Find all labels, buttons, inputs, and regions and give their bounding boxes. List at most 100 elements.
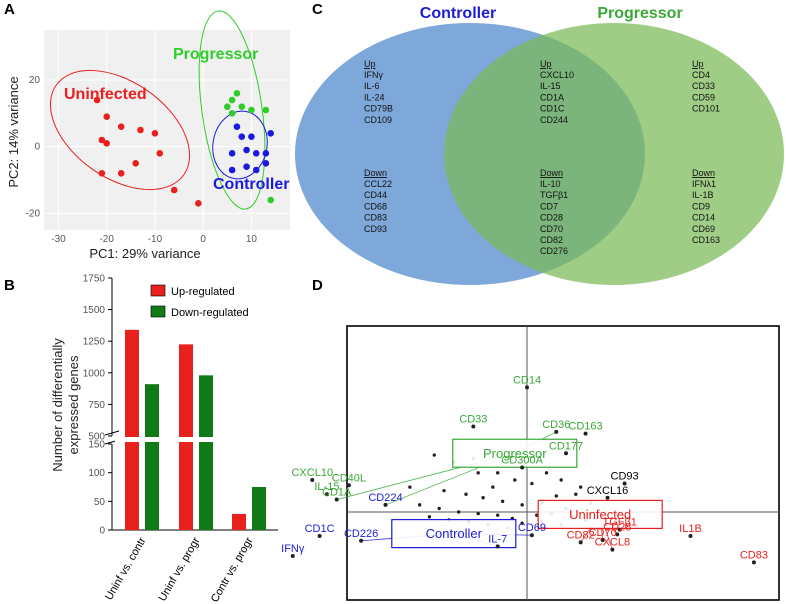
- bar-y-tick-label: 1000: [83, 368, 106, 379]
- bar-up-regulated: [232, 513, 246, 530]
- biplot: Progressor Uninfected Controller CD14 CD33 C…: [281, 325, 780, 601]
- biplot-gene-label: CXCL16: [587, 485, 629, 497]
- controller-group-label: Controller: [213, 176, 289, 193]
- biplot-gene-dot: [578, 540, 583, 545]
- uninfected-sample-point: [151, 130, 159, 137]
- biplot-gene-label: CD93: [611, 471, 639, 483]
- bar-down-regulated: [199, 375, 213, 530]
- bar-up-regulated: [125, 329, 139, 530]
- progressor-sample-point: [262, 106, 270, 114]
- biplot-gene-label: CD69: [518, 522, 546, 534]
- biplot-variable-dot: [530, 481, 534, 486]
- uninfected-sample-point: [195, 200, 202, 207]
- venn-up-gene: IFNγ: [364, 70, 383, 80]
- biplot-gene-dot: [617, 527, 622, 532]
- pca-plot: -30 -20 -10 0 10 -20 0 20 Uninfected Progressor…: [6, 10, 290, 261]
- bar-y-axis-label-line2: expressed genes: [66, 355, 81, 455]
- panel-label-a: A: [4, 1, 15, 18]
- venn-down-header: Down: [364, 168, 387, 178]
- venn-up-gene: CD79B: [364, 104, 393, 114]
- legend-label-down: Down-regulated: [171, 307, 249, 319]
- biplot-gene-dot: [622, 481, 627, 486]
- progressor-group-label: Progressor: [173, 46, 258, 63]
- biplot-gene-label: CD14: [513, 374, 541, 386]
- biplot-variable-dot: [464, 492, 468, 496]
- biplot-gene-dot: [324, 492, 329, 497]
- progressor-sample-point: [228, 110, 236, 117]
- controller-sample-point: [228, 166, 236, 174]
- venn-up-gene: CXCL10: [540, 70, 574, 80]
- biplot-gene-dot: [564, 451, 569, 456]
- controller-ellipse: [212, 110, 268, 180]
- venn-up-gene: CD59: [692, 92, 715, 102]
- pca-y-tick-label: -20: [26, 208, 41, 219]
- progressor-sample-point: [267, 196, 275, 204]
- progressor-sample-point: [223, 103, 231, 110]
- venn-down-gene: CD276: [540, 246, 568, 256]
- biplot-gene-label: CD1C: [305, 523, 335, 535]
- panel-label-b: B: [4, 277, 15, 294]
- biplot-variable-dot: [437, 506, 441, 511]
- controller-sample-point: [243, 163, 250, 170]
- venn-controller-title: Controller: [420, 5, 496, 22]
- biplot-variable-dot: [427, 515, 432, 519]
- biplot-gene-label: IL1B: [679, 523, 702, 535]
- venn-down-gene: IL-1B: [692, 190, 714, 200]
- bar-down-regulated: [252, 487, 266, 530]
- axis-break-gap: [115, 437, 280, 442]
- biplot-variable-dot: [476, 511, 480, 516]
- biplot-variable-dot: [417, 503, 422, 507]
- biplot-gene-dot: [529, 533, 534, 538]
- legend-swatch-down: [150, 305, 166, 318]
- venn-down-gene: CD70: [540, 224, 563, 234]
- biplot-variable-dot: [456, 510, 461, 514]
- bar-y-tick-label: 150: [88, 440, 105, 451]
- biplot-variable-dot: [491, 485, 495, 489]
- uninfected-group-box-label: Uninfected: [569, 507, 631, 522]
- legend-swatch-up: [150, 284, 166, 297]
- pca-y-tick-label: 20: [29, 75, 41, 86]
- biplot-variable-dot: [496, 471, 500, 475]
- progressor-sample-point: [238, 103, 246, 110]
- venn-up-gene: CD244: [540, 115, 568, 125]
- biplot-gene-dot: [554, 429, 559, 434]
- controller-group-box: [391, 518, 517, 549]
- biplot-variable-dot: [559, 478, 563, 482]
- pca-x-tick-label: 0: [200, 234, 206, 245]
- legend-label-up: Up-regulated: [171, 286, 235, 298]
- biplot-gene-dot: [605, 495, 610, 500]
- progressor-circle: [444, 23, 784, 285]
- biplot-gene-label: IL-15: [314, 481, 339, 493]
- progressor-sample-point: [248, 106, 255, 114]
- venn-down-gene: CD14: [692, 213, 715, 223]
- biplot-variable-dot: [432, 453, 436, 457]
- venn-down-gene: IFNλ1: [692, 179, 716, 189]
- venn-down-header: Down: [692, 168, 715, 178]
- bar-y-tick-label: 50: [94, 497, 106, 508]
- venn-up-gene: CD101: [692, 104, 720, 114]
- panel-label-c: C: [312, 1, 323, 18]
- biplot-variable-dot: [520, 503, 524, 507]
- uninfected-sample-point: [132, 160, 139, 167]
- biplot-gene-dot: [495, 544, 500, 549]
- pca-x-tick-label: -30: [51, 234, 66, 245]
- biplot-gene-dot: [583, 431, 588, 436]
- biplot-variable-dot: [408, 485, 412, 489]
- biplot-gene-dot: [520, 465, 525, 470]
- biplot-gene-dot: [615, 532, 620, 537]
- controller-sample-point: [267, 130, 275, 137]
- venn-down-gene: TGFβ1: [540, 190, 568, 200]
- venn-down-gene: IL-10: [540, 179, 561, 189]
- pca-x-tick-label: -20: [99, 234, 114, 245]
- controller-sample-point: [238, 133, 246, 140]
- venn-up-header: Up: [692, 59, 704, 69]
- uninfected-sample-point: [98, 170, 106, 177]
- bar-y-tick-label: 1750: [83, 274, 106, 285]
- uninfected-group-box: [537, 499, 663, 529]
- progressor-group-box: [452, 438, 578, 468]
- biplot-gene-label: CXCL8: [595, 537, 630, 549]
- pca-x-axis-label: PC1: 29% variance: [89, 246, 200, 261]
- biplot-gene-dot: [610, 547, 615, 552]
- venn-down-header: Down: [540, 168, 563, 178]
- progressor-ellipse: [198, 10, 266, 210]
